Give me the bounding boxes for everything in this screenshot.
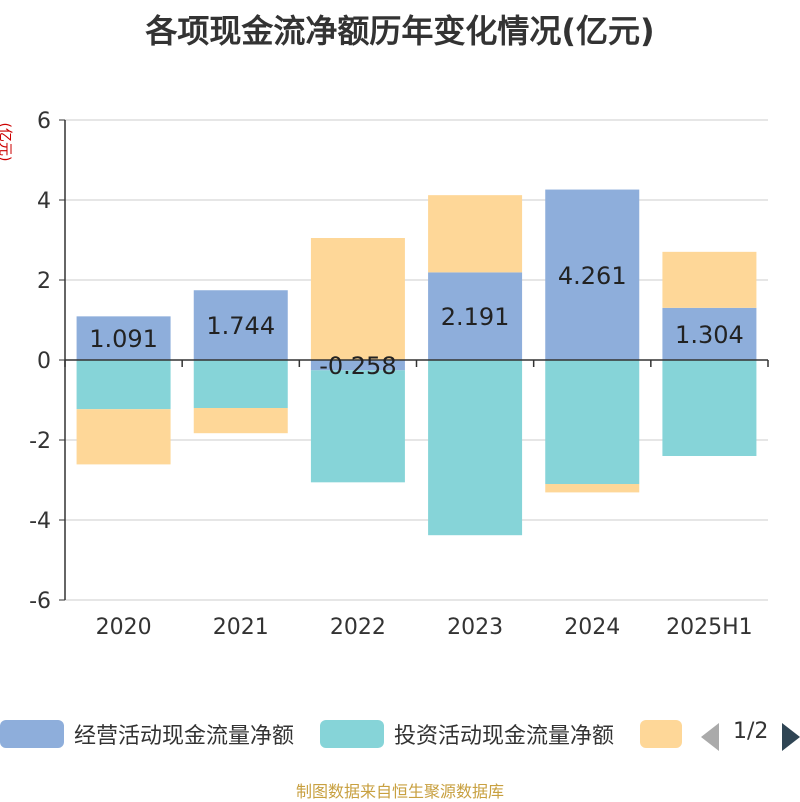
chart-plot: 6 4 2 0 -2 -4 -6 2020 2021 2022 2023 2024 2025H1 1.0… <box>29 109 769 640</box>
bar-2023-series-0 <box>428 272 523 360</box>
legend-label-operating: 经营活动现金流量净额 <box>74 724 295 749</box>
x-tick-label: 2025H1 <box>666 615 753 640</box>
bar-2023-series-1 <box>428 360 523 536</box>
bar-2022-series-0 <box>310 360 405 371</box>
bars <box>76 189 757 536</box>
x-tick-label: 2021 <box>213 615 269 640</box>
bar-2025H1-series-1 <box>662 360 757 456</box>
legend-next-page-icon[interactable] <box>782 723 800 751</box>
y-tick-label: -4 <box>29 509 51 534</box>
legend-page-indicator: 1/2 <box>733 719 769 744</box>
data-label-2021: 1.744 <box>206 312 275 340</box>
bar-2022-series-1 <box>310 370 405 483</box>
bar-2023-series-2 <box>428 195 523 273</box>
grid-lines <box>65 119 768 601</box>
bar-2024-series-1 <box>545 360 640 484</box>
bar-2020-series-2 <box>76 409 171 465</box>
bar-2020-series-0 <box>76 316 171 360</box>
bar-2022-series-2 <box>310 238 405 360</box>
legend: 经营活动现金流量净额 投资活动现金流量净额 1/2 <box>0 716 800 752</box>
legend-item-operating[interactable]: 经营活动现金流量净额 <box>0 716 294 752</box>
x-tick-label: 2023 <box>447 615 503 640</box>
legend-swatch-investing <box>320 720 384 748</box>
y-tick-label: 4 <box>37 189 51 214</box>
data-label-2025H1: 1.304 <box>675 321 744 349</box>
bar-2021-series-1 <box>193 360 288 408</box>
legend-label-investing: 投资活动现金流量净额 <box>394 724 615 749</box>
data-label-2020: 1.091 <box>89 325 158 353</box>
bar-2021-series-2 <box>193 408 288 434</box>
bar-2024-series-2 <box>545 484 640 493</box>
bar-2024-series-0 <box>545 189 640 360</box>
y-tick-label: -6 <box>29 589 51 614</box>
bar-2025H1-series-2 <box>662 251 757 308</box>
bar-2020-series-1 <box>76 360 171 410</box>
data-labels: 1.091 1.744 -0.258 2.191 4.261 1.304 <box>89 262 744 380</box>
y-tick-label: -2 <box>29 429 51 454</box>
legend-item-financing[interactable] <box>640 716 682 752</box>
y-tick-label: 2 <box>37 269 51 294</box>
x-tick-label: 2022 <box>330 615 386 640</box>
bar-2025H1-series-0 <box>662 307 757 360</box>
data-label-2023: 2.191 <box>441 303 510 331</box>
data-label-2024: 4.261 <box>558 262 627 290</box>
legend-swatch-financing <box>640 720 682 748</box>
axes: 6 4 2 0 -2 -4 -6 2020 2021 2022 2023 2024 2025H1 <box>29 109 769 640</box>
x-tick-label: 2020 <box>96 615 152 640</box>
data-label-2022: -0.258 <box>319 352 396 380</box>
x-tick-label: 2024 <box>564 615 620 640</box>
legend-swatch-operating <box>0 720 64 748</box>
y-tick-label: 6 <box>37 109 51 134</box>
data-source-note: 制图数据来自恒生聚源数据库 <box>295 782 504 801</box>
y-tick-label: 0 <box>37 349 51 374</box>
chart-title: 各项现金流净额历年变化情况(亿元) <box>145 12 655 50</box>
legend-item-investing[interactable]: 投资活动现金流量净额 <box>320 716 614 752</box>
bar-2021-series-0 <box>193 290 288 360</box>
legend-prev-page-icon[interactable] <box>701 723 719 751</box>
